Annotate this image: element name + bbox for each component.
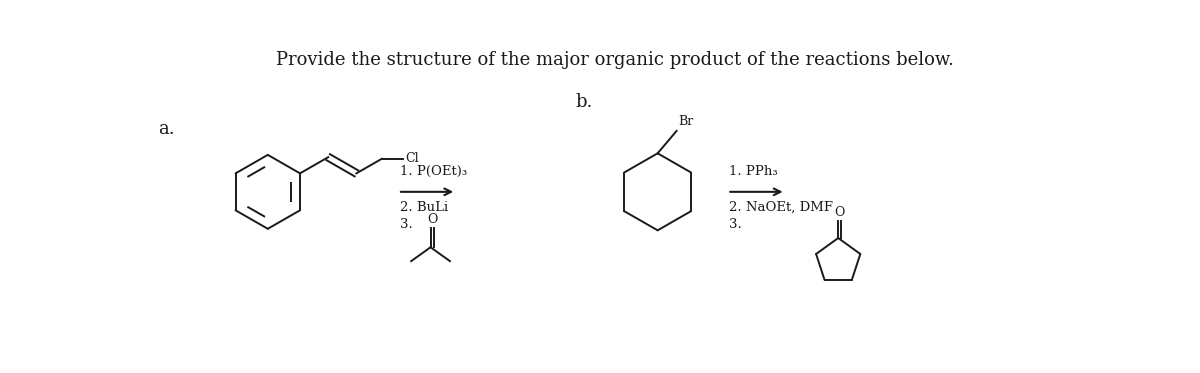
Text: Cl: Cl bbox=[406, 152, 419, 165]
Text: 3.: 3. bbox=[728, 218, 742, 231]
Text: O: O bbox=[834, 206, 845, 219]
Text: Provide the structure of the major organic product of the reactions below.: Provide the structure of the major organ… bbox=[276, 51, 954, 69]
Text: Br: Br bbox=[678, 115, 694, 128]
Text: b.: b. bbox=[575, 93, 593, 111]
Text: O: O bbox=[427, 213, 437, 226]
Text: 1. PPh₃: 1. PPh₃ bbox=[728, 165, 778, 178]
Text: 2. BuLi: 2. BuLi bbox=[400, 201, 448, 214]
Text: 3.: 3. bbox=[400, 218, 413, 231]
Text: 1. P(OEt)₃: 1. P(OEt)₃ bbox=[400, 165, 467, 178]
Text: 2. NaOEt, DMF: 2. NaOEt, DMF bbox=[728, 201, 833, 214]
Text: a.: a. bbox=[157, 120, 174, 138]
